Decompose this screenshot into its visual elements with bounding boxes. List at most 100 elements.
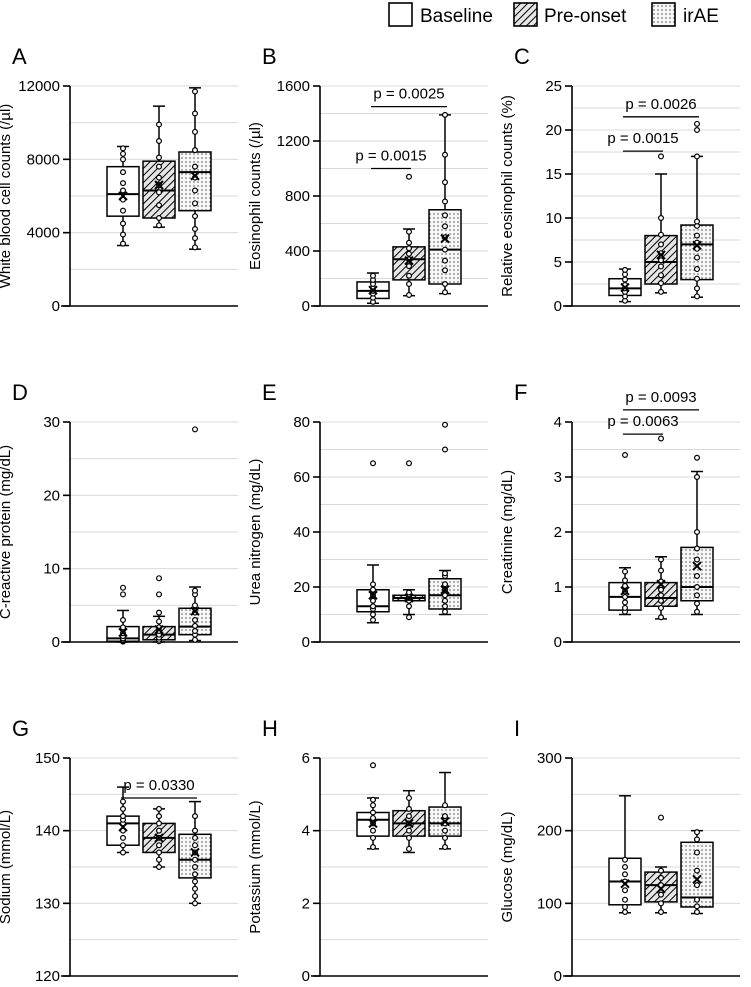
point-b-irae-4 bbox=[442, 246, 449, 253]
point-b-pre-onset-7 bbox=[406, 239, 413, 246]
y-tick-label-h-0: 0 bbox=[302, 968, 310, 985]
point-d-irae-2 bbox=[192, 627, 199, 634]
point-b-pre-onset-6 bbox=[406, 245, 413, 252]
point-i-irae-0 bbox=[693, 909, 700, 916]
box-b-baseline bbox=[356, 272, 390, 305]
point-a-baseline-6 bbox=[119, 180, 126, 187]
point-h-irae-2 bbox=[442, 827, 449, 834]
point-g-irae-11 bbox=[192, 813, 199, 820]
box-c-irae bbox=[680, 120, 714, 300]
point-h-pre-onset-1 bbox=[406, 834, 413, 841]
y-tick-label-i-3: 300 bbox=[537, 750, 562, 767]
point-e-baseline-8 bbox=[370, 460, 377, 467]
point-d-irae-0 bbox=[192, 636, 199, 643]
point-e-irae-1 bbox=[442, 603, 449, 610]
point-c-pre-onset-1 bbox=[657, 280, 664, 287]
point-a-baseline-1 bbox=[119, 231, 126, 238]
mean-marker-f-pre-onset bbox=[656, 579, 666, 589]
y-axis-label-g: Sodium (mmol/L) bbox=[0, 810, 14, 924]
point-h-pre-onset-6 bbox=[406, 794, 413, 801]
point-g-pre-onset-6 bbox=[156, 820, 163, 827]
point-d-pre-onset-9 bbox=[156, 575, 163, 582]
point-c-pre-onset-3 bbox=[657, 263, 664, 270]
y-axis-label-i: Glucose (mg/dL) bbox=[499, 812, 516, 923]
point-f-irae-6 bbox=[693, 545, 700, 552]
legend-swatch-baseline bbox=[388, 2, 413, 27]
panel-f: F 0 1 2 3 4 Creatinine (mg/dL) p = 0.0063 p = 0.… bbox=[499, 380, 740, 651]
panel-letter-c: C bbox=[514, 44, 530, 69]
point-h-baseline-5 bbox=[370, 809, 377, 816]
point-a-irae-8 bbox=[192, 147, 199, 154]
box-f-pre-onset bbox=[644, 435, 678, 621]
point-e-irae-9 bbox=[442, 421, 449, 428]
point-a-pre-onset-1 bbox=[156, 215, 163, 222]
box-body-g-irae bbox=[178, 833, 212, 879]
mean-marker-i-irae bbox=[692, 874, 702, 885]
mean-marker-c-irae bbox=[692, 240, 702, 250]
box-c-baseline bbox=[608, 266, 642, 304]
point-g-irae-9 bbox=[192, 834, 199, 841]
point-b-pre-onset-3 bbox=[406, 263, 413, 270]
point-g-irae-3 bbox=[192, 878, 199, 885]
legend-label-pre-onset: Pre-onset bbox=[544, 6, 627, 27]
point-b-irae-11 bbox=[442, 111, 449, 118]
point-i-pre-onset-2 bbox=[657, 891, 664, 898]
point-c-irae-3 bbox=[693, 266, 700, 273]
panel-i: I 0 100 200 300 Glucose (mg/dL) bbox=[499, 716, 740, 985]
y-tick-label-e-1: 20 bbox=[293, 579, 310, 596]
point-h-baseline-7 bbox=[370, 796, 377, 803]
point-i-irae-2 bbox=[693, 896, 700, 903]
point-i-pre-onset-4 bbox=[657, 874, 664, 881]
mean-marker-c-pre-onset bbox=[656, 250, 666, 260]
point-e-pre-onset-1 bbox=[406, 603, 413, 610]
point-f-pre-onset-6 bbox=[657, 567, 664, 574]
y-tick-label-i-2: 200 bbox=[537, 823, 562, 840]
pvalue-label-b-1: p = 0.0025 bbox=[373, 86, 444, 103]
point-c-irae-0 bbox=[693, 293, 700, 300]
point-h-baseline-4 bbox=[370, 814, 377, 821]
mean-marker-d-pre-onset bbox=[154, 624, 164, 635]
box-d-irae bbox=[178, 426, 212, 643]
y-tick-label-c-4: 20 bbox=[545, 122, 562, 139]
y-tick-label-f-0: 0 bbox=[554, 634, 562, 651]
point-e-baseline-4 bbox=[370, 597, 377, 604]
point-a-irae-2 bbox=[192, 226, 199, 233]
mean-marker-h-pre-onset bbox=[404, 818, 414, 829]
point-f-pre-onset-0 bbox=[657, 614, 664, 621]
point-a-irae-3 bbox=[192, 213, 199, 220]
point-a-baseline-8 bbox=[119, 156, 126, 163]
mean-marker-a-irae bbox=[190, 171, 200, 181]
y-tick-label-c-1: 5 bbox=[554, 254, 562, 271]
point-f-baseline-3 bbox=[621, 593, 628, 600]
point-g-baseline-1 bbox=[119, 842, 126, 849]
point-a-baseline-10 bbox=[119, 145, 126, 152]
box-b-pre-onset bbox=[392, 173, 426, 299]
point-b-pre-onset-0 bbox=[406, 292, 413, 299]
mean-marker-b-baseline bbox=[368, 285, 378, 295]
point-e-irae-5 bbox=[442, 581, 449, 588]
point-a-irae-9 bbox=[192, 128, 199, 135]
point-a-irae-7 bbox=[192, 163, 199, 170]
panel-a: A 0 4000 8000 12000 White blood cell counts (… bbox=[0, 44, 238, 315]
point-i-irae-4 bbox=[693, 867, 700, 874]
panel-letter-h: H bbox=[262, 716, 278, 741]
point-a-irae-4 bbox=[192, 200, 199, 207]
y-tick-label-f-4: 4 bbox=[554, 414, 562, 431]
panel-c: C 0 5 10 15 20 25 Relative eosinophil counts (%… bbox=[499, 44, 740, 315]
point-g-baseline-2 bbox=[119, 834, 126, 841]
point-h-irae-1 bbox=[442, 834, 449, 841]
point-f-irae-0 bbox=[693, 608, 700, 615]
point-i-baseline-1 bbox=[621, 903, 628, 910]
point-d-baseline-7 bbox=[119, 624, 126, 631]
point-c-pre-onset-0 bbox=[657, 288, 664, 295]
pvalue-label-b-0: p = 0.0015 bbox=[355, 148, 426, 165]
panel-b: B 0 400 800 1200 1600 Eosinophil counts (/µl) p… bbox=[247, 44, 488, 315]
y-axis-label-b: Eosinophil counts (/µl) bbox=[247, 122, 264, 270]
panel-letter-i: I bbox=[514, 716, 520, 741]
point-e-baseline-3 bbox=[370, 603, 377, 610]
y-tick-label-g-2: 140 bbox=[35, 823, 60, 840]
point-f-baseline-1 bbox=[621, 604, 628, 611]
point-b-irae-7 bbox=[442, 212, 449, 219]
point-a-baseline-3 bbox=[119, 207, 126, 214]
